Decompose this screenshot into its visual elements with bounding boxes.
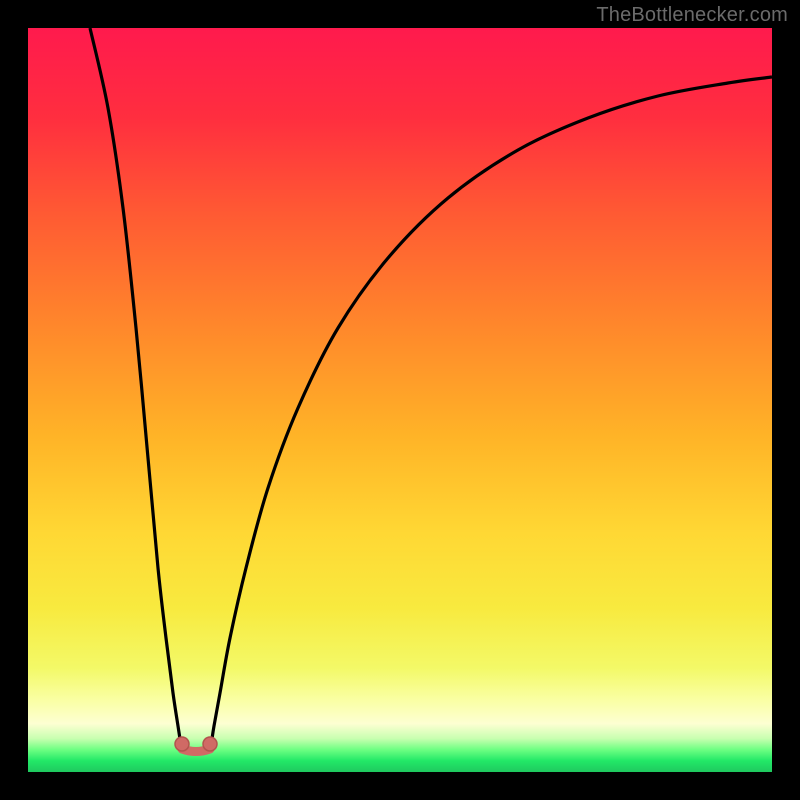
curve-marker-left — [175, 737, 189, 751]
chart-plot-area — [28, 28, 772, 772]
curve-left-branch — [90, 28, 180, 739]
chart-container: TheBottlenecker.com — [0, 0, 800, 800]
curve-layer — [28, 28, 772, 772]
curve-right-branch — [212, 77, 772, 739]
curve-marker-right — [203, 737, 217, 751]
watermark-text: TheBottlenecker.com — [596, 4, 788, 27]
